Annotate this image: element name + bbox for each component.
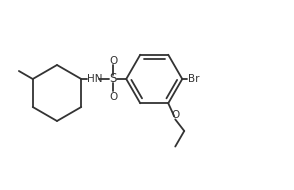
Text: O: O <box>109 56 117 66</box>
Text: O: O <box>171 110 179 120</box>
Text: HN: HN <box>87 74 103 84</box>
Text: S: S <box>110 73 117 86</box>
Text: O: O <box>109 92 117 102</box>
Text: Br: Br <box>188 74 200 84</box>
